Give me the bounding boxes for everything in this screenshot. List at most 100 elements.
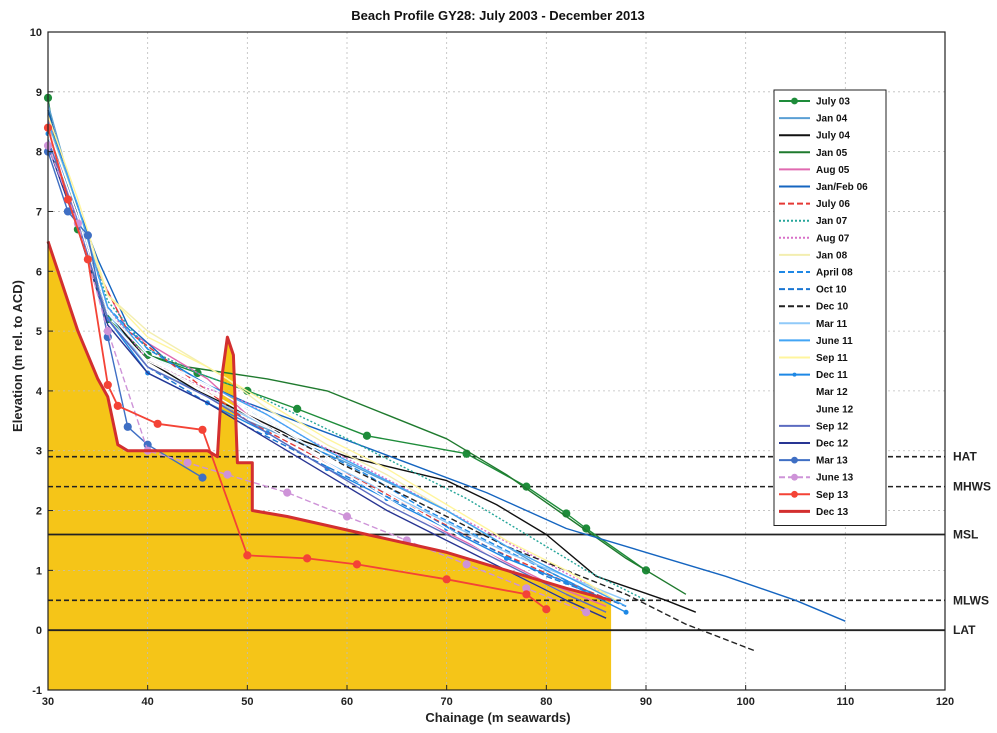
- legend-label: Oct 10: [816, 285, 847, 296]
- legend-label: Dec 11: [816, 370, 848, 381]
- y-tick-label: 9: [36, 87, 42, 99]
- series-marker: [223, 470, 232, 479]
- series-marker: [623, 609, 629, 615]
- series-marker: [522, 590, 531, 599]
- legend-label: Sep 13: [816, 490, 849, 501]
- legend-label: Jan 07: [816, 216, 848, 227]
- y-tick-label: 8: [36, 147, 42, 159]
- series-line: [46, 240, 612, 602]
- series-line: [47, 139, 607, 613]
- series-marker: [243, 551, 252, 560]
- series-marker: [103, 380, 112, 390]
- series-line: [47, 127, 647, 601]
- x-axis-title: Chainage (m seawards): [425, 710, 570, 725]
- legend-marker: [791, 490, 798, 498]
- legend-marker: [791, 473, 798, 481]
- series-line: [47, 127, 567, 595]
- legend-label: Dec 13: [816, 507, 849, 518]
- legend-marker: [791, 456, 798, 464]
- series-marker: [503, 555, 509, 561]
- series-marker: [462, 560, 471, 569]
- legend-label: Aug 05: [816, 165, 850, 176]
- reference-line-label: HAT: [953, 450, 977, 464]
- legend-label: June 13: [816, 473, 854, 484]
- series-marker: [198, 425, 207, 434]
- series-marker: [362, 431, 372, 440]
- legend-label: Mar 11: [816, 319, 848, 330]
- series-marker: [582, 608, 591, 617]
- legend-label: Aug 07: [816, 233, 850, 244]
- x-tick-label: 80: [540, 696, 552, 708]
- series-marker: [563, 579, 569, 585]
- y-tick-label: 3: [36, 446, 42, 458]
- legend-marker: [791, 97, 798, 105]
- y-tick-label: 1: [36, 565, 42, 577]
- legend-box: [773, 89, 887, 526]
- sediment-fill-area: [48, 241, 612, 690]
- chart-title: Beach Profile GY28: July 2003 - December…: [351, 8, 644, 23]
- legend-label: Dec 12: [816, 439, 849, 450]
- x-tick-label: 50: [241, 696, 253, 708]
- legend-marker: [792, 372, 797, 377]
- reference-line-label: LAT: [953, 623, 976, 637]
- series-marker: [442, 575, 451, 584]
- legend-label: Mar 13: [816, 456, 848, 467]
- x-tick-label: 70: [441, 696, 453, 708]
- y-tick-label: 0: [36, 625, 42, 637]
- reference-line-label: MHWS: [953, 480, 991, 494]
- legend-label: Jan 05: [816, 148, 848, 159]
- reference-line-label: MLWS: [953, 593, 989, 607]
- legend-label: July 03: [816, 97, 850, 108]
- y-tick-label: 5: [36, 326, 42, 338]
- series-marker: [342, 512, 352, 521]
- y-tick-label: 2: [36, 506, 42, 518]
- series-line: [47, 109, 846, 622]
- y-tick-label: 4: [36, 386, 43, 398]
- legend-label: Sep 12: [816, 421, 849, 432]
- legend-label: Jan 08: [816, 250, 848, 261]
- plot-frame: [47, 31, 946, 691]
- y-axis-title: Elevation (m rel. to ACD): [10, 280, 25, 432]
- series-marker: [283, 488, 292, 497]
- chart-legend: July 03 Jan 04 July 04 Jan 05 Aug 05 Jan/Feb …: [773, 89, 887, 526]
- series-marker: [153, 419, 162, 428]
- legend-label: April 08: [816, 268, 853, 279]
- legend-label: Mar 12: [816, 387, 848, 398]
- series-line: [47, 115, 617, 601]
- y-tick-label: 10: [30, 27, 42, 39]
- series-marker: [63, 195, 73, 204]
- series-marker: [113, 401, 122, 410]
- series-marker: [293, 404, 302, 413]
- legend-label: Jan/Feb 06: [816, 182, 868, 193]
- legend-label: Jan 04: [816, 114, 848, 125]
- x-tick-label: 60: [341, 696, 353, 708]
- legend-label: July 04: [816, 131, 850, 142]
- legend-label: June 12: [816, 404, 854, 415]
- x-tick-label: 110: [836, 696, 854, 708]
- legend-label: July 06: [816, 199, 850, 210]
- series-marker: [83, 231, 92, 240]
- x-tick-label: 30: [42, 696, 54, 708]
- series-line: [47, 145, 587, 613]
- series-marker: [183, 458, 192, 467]
- y-tick-label: 6: [36, 266, 42, 278]
- x-tick-label: 120: [936, 696, 954, 708]
- series-marker: [542, 605, 551, 614]
- x-tick-label: 100: [736, 696, 754, 708]
- series-line: [47, 121, 627, 607]
- series-marker: [123, 422, 132, 431]
- series-marker: [352, 560, 362, 569]
- x-tick-label: 40: [142, 696, 154, 708]
- reference-line-label: MSL: [953, 527, 978, 541]
- y-tick-label: -1: [32, 685, 42, 697]
- y-tick-label: 7: [36, 206, 42, 218]
- series-marker: [303, 554, 312, 563]
- series-marker: [198, 473, 207, 482]
- legend-label: Dec 10: [816, 302, 849, 313]
- series-marker: [83, 255, 92, 264]
- legend-label: Sep 11: [816, 353, 848, 364]
- series-marker: [103, 326, 112, 336]
- legend-label: June 11: [816, 336, 853, 347]
- x-tick-label: 90: [640, 696, 652, 708]
